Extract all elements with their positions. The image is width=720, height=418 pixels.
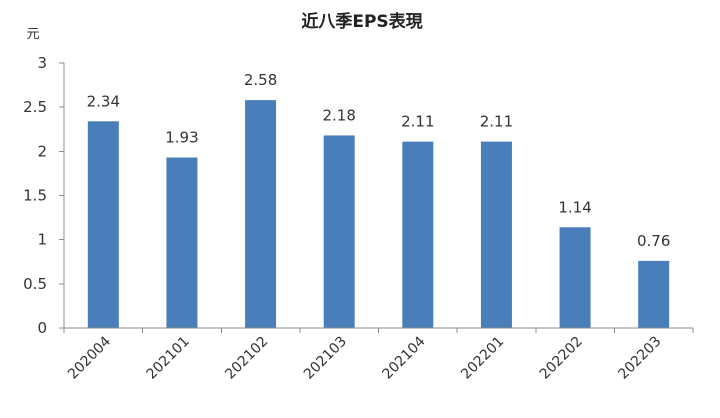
y-axis-unit-label: 元 — [26, 27, 39, 42]
data-label-202103: 2.18 — [322, 106, 355, 124]
bar-202104 — [402, 141, 434, 328]
x-tick-label: 202101 — [144, 334, 193, 383]
y-tick-label: 2.5 — [23, 98, 47, 116]
axes — [59, 62, 694, 333]
x-tick-label: 202202 — [537, 334, 586, 383]
data-labels: 2.34 1.93 2.58 2.18 2.11 2.11 1.14 0.76 — [87, 71, 671, 250]
bar-202004 — [87, 121, 119, 328]
x-tick-label: 202103 — [301, 334, 350, 383]
bar-202202 — [559, 227, 591, 328]
data-label-202201: 2.11 — [480, 113, 513, 131]
x-tick-label: 202203 — [615, 334, 664, 383]
y-tick-label: 0.5 — [23, 275, 47, 293]
x-tick-label: 202004 — [65, 333, 114, 382]
data-label-202004: 2.34 — [87, 92, 120, 110]
bar-202101 — [166, 157, 198, 328]
data-label-202203: 0.76 — [637, 232, 670, 250]
chart-title: 近八季EPS表現 — [301, 11, 422, 32]
x-tick-label: 202102 — [222, 334, 271, 383]
y-tick-label: 0 — [37, 319, 47, 337]
bar-202203 — [638, 260, 670, 328]
bar-series — [87, 100, 670, 328]
bar-202102 — [245, 100, 277, 328]
y-tick-label: 1.5 — [23, 187, 47, 205]
y-tick-label: 3 — [37, 54, 47, 72]
bar-202201 — [480, 141, 512, 328]
data-label-202102: 2.58 — [244, 71, 277, 89]
x-axis-labels: 202004 202101 202102 202103 202104 202201 2022… — [65, 333, 664, 382]
y-tick-label: 2 — [37, 142, 47, 160]
y-tick-label: 1 — [37, 231, 47, 249]
y-axis-ticks: 0 0.5 1 1.5 2 2.5 3 — [23, 54, 47, 337]
data-label-202101: 1.93 — [165, 129, 198, 147]
data-label-202202: 1.14 — [558, 198, 591, 216]
bar-202103 — [323, 135, 355, 328]
data-label-202104: 2.11 — [401, 113, 434, 131]
x-tick-label: 202104 — [380, 333, 429, 382]
x-tick-label: 202201 — [458, 334, 507, 383]
